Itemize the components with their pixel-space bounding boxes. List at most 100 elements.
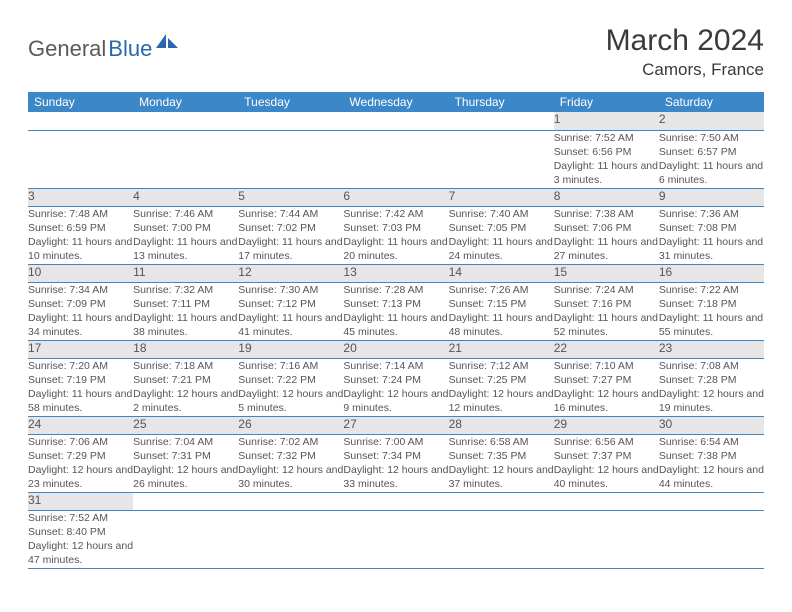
day-number-cell: 16 bbox=[659, 264, 764, 282]
day-number-cell bbox=[343, 492, 448, 510]
day-number-cell: 30 bbox=[659, 416, 764, 434]
day-number-row: 17181920212223 bbox=[28, 340, 764, 358]
day-detail-cell: Sunrise: 7:08 AMSunset: 7:28 PMDaylight:… bbox=[659, 358, 764, 416]
calendar-table: Sunday Monday Tuesday Wednesday Thursday… bbox=[28, 92, 764, 569]
location: Camors, France bbox=[606, 60, 764, 80]
weekday-header: Wednesday bbox=[343, 92, 448, 112]
day-number-row: 10111213141516 bbox=[28, 264, 764, 282]
day-number-cell bbox=[133, 492, 238, 510]
day-number-cell bbox=[659, 492, 764, 510]
day-number-cell: 12 bbox=[238, 264, 343, 282]
day-number-row: 31 bbox=[28, 492, 764, 510]
day-number-cell bbox=[28, 112, 133, 130]
day-number-cell bbox=[449, 492, 554, 510]
day-number-cell: 5 bbox=[238, 188, 343, 206]
day-number-cell: 27 bbox=[343, 416, 448, 434]
day-number-cell bbox=[238, 492, 343, 510]
day-detail-cell: Sunrise: 7:14 AMSunset: 7:24 PMDaylight:… bbox=[343, 358, 448, 416]
day-detail-cell: Sunrise: 7:00 AMSunset: 7:34 PMDaylight:… bbox=[343, 434, 448, 492]
day-number-cell: 7 bbox=[449, 188, 554, 206]
day-detail-cell: Sunrise: 7:10 AMSunset: 7:27 PMDaylight:… bbox=[554, 358, 659, 416]
day-detail-cell bbox=[133, 510, 238, 568]
day-detail-cell bbox=[449, 130, 554, 188]
day-detail-cell: Sunrise: 7:02 AMSunset: 7:32 PMDaylight:… bbox=[238, 434, 343, 492]
logo: GeneralBlue bbox=[28, 32, 178, 65]
logo-text-blue: Blue bbox=[108, 36, 152, 62]
day-detail-cell: Sunrise: 7:22 AMSunset: 7:18 PMDaylight:… bbox=[659, 282, 764, 340]
day-detail-cell: Sunrise: 7:38 AMSunset: 7:06 PMDaylight:… bbox=[554, 206, 659, 264]
day-number-cell: 26 bbox=[238, 416, 343, 434]
title-block: March 2024 Camors, France bbox=[606, 24, 764, 80]
day-number-row: 3456789 bbox=[28, 188, 764, 206]
day-number-cell: 18 bbox=[133, 340, 238, 358]
day-detail-cell: Sunrise: 7:16 AMSunset: 7:22 PMDaylight:… bbox=[238, 358, 343, 416]
day-detail-cell: Sunrise: 7:44 AMSunset: 7:02 PMDaylight:… bbox=[238, 206, 343, 264]
day-detail-cell: Sunrise: 7:34 AMSunset: 7:09 PMDaylight:… bbox=[28, 282, 133, 340]
day-detail-cell: Sunrise: 7:48 AMSunset: 6:59 PMDaylight:… bbox=[28, 206, 133, 264]
day-detail-cell: Sunrise: 7:50 AMSunset: 6:57 PMDaylight:… bbox=[659, 130, 764, 188]
day-number-cell: 23 bbox=[659, 340, 764, 358]
day-number-cell: 15 bbox=[554, 264, 659, 282]
day-number-cell bbox=[449, 112, 554, 130]
day-number-row: 24252627282930 bbox=[28, 416, 764, 434]
day-detail-row: Sunrise: 7:52 AMSunset: 8:40 PMDaylight:… bbox=[28, 510, 764, 568]
day-number-cell: 20 bbox=[343, 340, 448, 358]
day-number-cell: 19 bbox=[238, 340, 343, 358]
day-detail-row: Sunrise: 7:34 AMSunset: 7:09 PMDaylight:… bbox=[28, 282, 764, 340]
day-detail-row: Sunrise: 7:48 AMSunset: 6:59 PMDaylight:… bbox=[28, 206, 764, 264]
weekday-header: Monday bbox=[133, 92, 238, 112]
day-detail-cell: Sunrise: 7:12 AMSunset: 7:25 PMDaylight:… bbox=[449, 358, 554, 416]
day-detail-cell bbox=[238, 510, 343, 568]
header: GeneralBlue March 2024 Camors, France bbox=[28, 24, 764, 80]
day-number-cell bbox=[133, 112, 238, 130]
day-detail-cell: Sunrise: 7:46 AMSunset: 7:00 PMDaylight:… bbox=[133, 206, 238, 264]
weekday-header: Saturday bbox=[659, 92, 764, 112]
day-number-cell: 1 bbox=[554, 112, 659, 130]
day-detail-cell: Sunrise: 7:28 AMSunset: 7:13 PMDaylight:… bbox=[343, 282, 448, 340]
day-detail-cell: Sunrise: 7:06 AMSunset: 7:29 PMDaylight:… bbox=[28, 434, 133, 492]
day-detail-cell: Sunrise: 7:30 AMSunset: 7:12 PMDaylight:… bbox=[238, 282, 343, 340]
day-number-cell: 25 bbox=[133, 416, 238, 434]
day-detail-cell: Sunrise: 7:20 AMSunset: 7:19 PMDaylight:… bbox=[28, 358, 133, 416]
day-detail-cell: Sunrise: 7:52 AMSunset: 6:56 PMDaylight:… bbox=[554, 130, 659, 188]
day-number-cell bbox=[238, 112, 343, 130]
day-detail-cell bbox=[449, 510, 554, 568]
day-detail-cell bbox=[659, 510, 764, 568]
day-detail-cell: Sunrise: 7:18 AMSunset: 7:21 PMDaylight:… bbox=[133, 358, 238, 416]
day-number-cell: 6 bbox=[343, 188, 448, 206]
day-number-cell: 2 bbox=[659, 112, 764, 130]
month-title: March 2024 bbox=[606, 24, 764, 58]
day-number-cell: 17 bbox=[28, 340, 133, 358]
day-detail-cell: Sunrise: 7:26 AMSunset: 7:15 PMDaylight:… bbox=[449, 282, 554, 340]
weekday-header: Sunday bbox=[28, 92, 133, 112]
day-detail-cell: Sunrise: 7:40 AMSunset: 7:05 PMDaylight:… bbox=[449, 206, 554, 264]
day-detail-cell: Sunrise: 7:36 AMSunset: 7:08 PMDaylight:… bbox=[659, 206, 764, 264]
day-detail-cell bbox=[133, 130, 238, 188]
day-detail-row: Sunrise: 7:20 AMSunset: 7:19 PMDaylight:… bbox=[28, 358, 764, 416]
weekday-header: Friday bbox=[554, 92, 659, 112]
day-number-cell bbox=[554, 492, 659, 510]
day-number-cell: 14 bbox=[449, 264, 554, 282]
day-number-cell: 3 bbox=[28, 188, 133, 206]
day-number-cell: 29 bbox=[554, 416, 659, 434]
day-detail-row: Sunrise: 7:06 AMSunset: 7:29 PMDaylight:… bbox=[28, 434, 764, 492]
weekday-header-row: Sunday Monday Tuesday Wednesday Thursday… bbox=[28, 92, 764, 112]
day-number-cell bbox=[343, 112, 448, 130]
day-detail-cell: Sunrise: 7:42 AMSunset: 7:03 PMDaylight:… bbox=[343, 206, 448, 264]
day-detail-cell bbox=[554, 510, 659, 568]
day-detail-cell: Sunrise: 7:52 AMSunset: 8:40 PMDaylight:… bbox=[28, 510, 133, 568]
day-number-cell: 28 bbox=[449, 416, 554, 434]
day-detail-row: Sunrise: 7:52 AMSunset: 6:56 PMDaylight:… bbox=[28, 130, 764, 188]
day-detail-cell bbox=[28, 130, 133, 188]
day-detail-cell bbox=[343, 130, 448, 188]
day-detail-cell: Sunrise: 6:58 AMSunset: 7:35 PMDaylight:… bbox=[449, 434, 554, 492]
day-number-cell: 9 bbox=[659, 188, 764, 206]
day-detail-cell: Sunrise: 7:32 AMSunset: 7:11 PMDaylight:… bbox=[133, 282, 238, 340]
weekday-header: Tuesday bbox=[238, 92, 343, 112]
day-number-cell: 10 bbox=[28, 264, 133, 282]
logo-text-general: General bbox=[28, 36, 106, 62]
day-number-cell: 11 bbox=[133, 264, 238, 282]
day-number-cell: 24 bbox=[28, 416, 133, 434]
day-number-cell: 13 bbox=[343, 264, 448, 282]
day-number-row: 12 bbox=[28, 112, 764, 130]
